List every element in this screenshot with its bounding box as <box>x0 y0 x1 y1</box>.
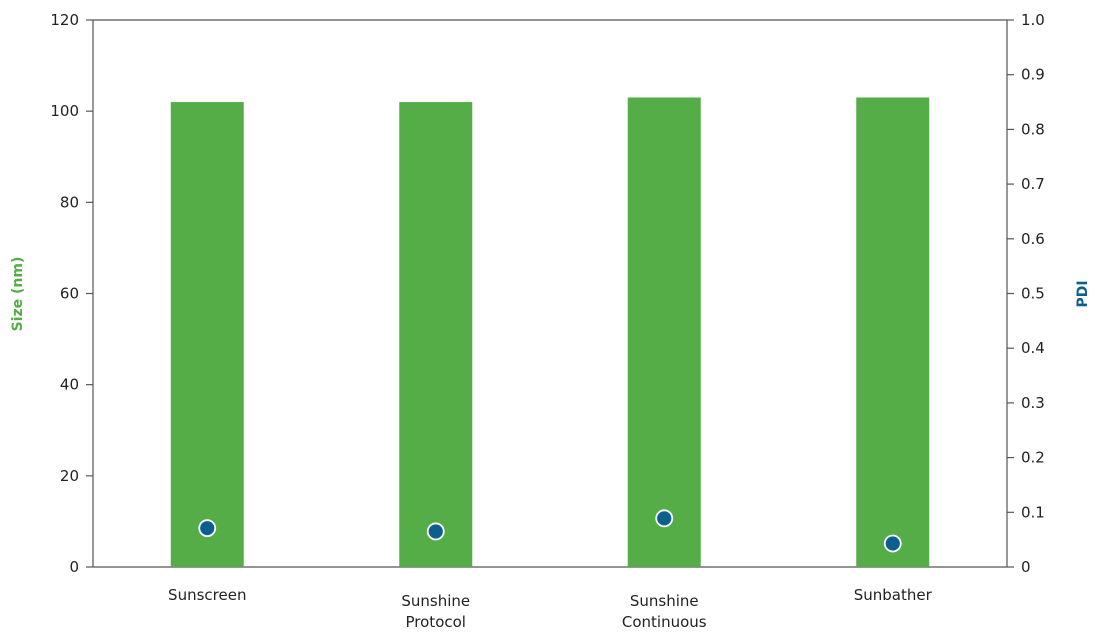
right-tick-label: 0.7 <box>1021 175 1045 193</box>
right-axis-title: PDI <box>1075 280 1091 307</box>
size-bars <box>170 97 930 568</box>
pdi-point <box>655 509 674 528</box>
right-tick-label: 0.5 <box>1021 285 1045 303</box>
right-tick-label: 0.6 <box>1021 230 1045 248</box>
category-label: Protocol <box>406 613 466 631</box>
left-tick-label: 120 <box>50 11 79 29</box>
right-tick-label: 0.3 <box>1021 394 1045 412</box>
category-label: Sunbather <box>854 586 933 604</box>
pdi-point <box>883 534 902 553</box>
size-bar <box>627 97 701 567</box>
category-labels: Sunscreen Sunshine Protocol Sunshine Continu… <box>168 586 933 631</box>
right-tick-label: 1.0 <box>1021 11 1045 29</box>
pdi-point <box>426 522 445 541</box>
left-tick-label: 20 <box>60 467 79 485</box>
right-tick-label: 0 <box>1021 558 1031 576</box>
left-tick-label: 100 <box>50 102 79 120</box>
size-bar <box>170 102 244 568</box>
category-label: Continuous <box>622 613 707 631</box>
left-tick-label: 80 <box>60 193 79 211</box>
right-tick-label: 0.1 <box>1021 503 1045 521</box>
size-bar <box>399 102 473 568</box>
left-tick-label: 60 <box>60 285 79 303</box>
right-tick-label: 0.8 <box>1021 120 1045 138</box>
right-tick-label: 0.2 <box>1021 449 1045 467</box>
category-label: Sunshine <box>401 592 470 610</box>
category-label: Sunshine <box>630 592 699 610</box>
left-axis-title: Size (nm) <box>10 257 26 332</box>
category-label: Sunscreen <box>168 586 246 604</box>
right-tick-label: 0.9 <box>1021 66 1045 84</box>
left-y-ticks: 0 20 40 60 80 100 120 <box>50 11 93 576</box>
left-tick-label: 0 <box>69 558 79 576</box>
size-bar <box>856 97 930 567</box>
left-tick-label: 40 <box>60 376 79 394</box>
right-y-ticks: 0 0.1 0.2 0.3 0.4 0.5 0.6 0.7 0.8 0.9 1.0 <box>1007 11 1045 576</box>
pdi-point <box>198 519 217 538</box>
pdi-points <box>198 509 902 553</box>
right-tick-label: 0.4 <box>1021 339 1045 357</box>
